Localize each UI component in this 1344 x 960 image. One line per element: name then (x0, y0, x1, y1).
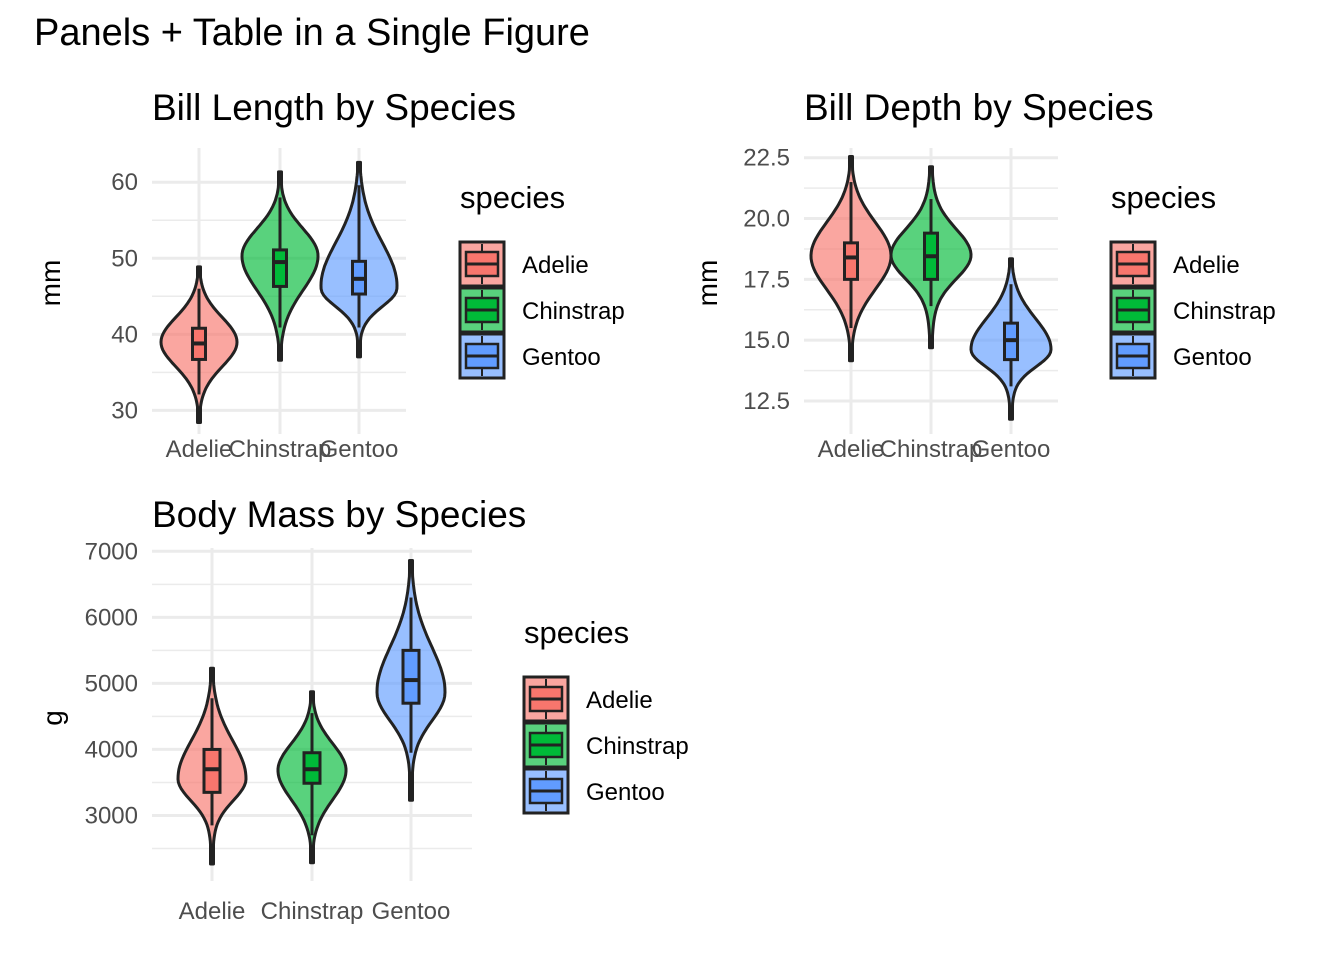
legend-key-gentoo (522, 767, 570, 815)
x-tick-label: Adelie (818, 436, 885, 463)
legend-label: Chinstrap (522, 298, 625, 325)
y-tick-label: 3000 (85, 802, 138, 829)
panel-body-mass-by-species: 3000 4000 5000 6000 7000 Body Mass by Species… (37, 494, 689, 925)
box-adelie (843, 241, 859, 281)
y-tick-label: 12.5 (743, 388, 790, 415)
x-tick-label: Gentoo (320, 436, 399, 463)
legend: species Adelie Chinstrap Gentoo (458, 180, 625, 380)
figure-title: Panels + Table in a Single Figure (34, 12, 590, 54)
y-axis-label: mm (35, 260, 66, 307)
legend-label: Gentoo (522, 344, 601, 371)
legend-key-chinstrap (522, 721, 570, 769)
x-tick-label: Gentoo (972, 436, 1051, 463)
legend-label: Adelie (522, 252, 589, 279)
y-tick-label: 7000 (85, 538, 138, 565)
x-tick-label: Chinstrap (880, 436, 983, 463)
legend-label: Gentoo (1173, 344, 1252, 371)
legend-title: species (1111, 180, 1216, 215)
y-tick-label: 40 (111, 321, 138, 348)
legend-key-adelie (1109, 240, 1157, 288)
panel-title: Bill Length by Species (152, 87, 516, 128)
legend-key-gentoo (458, 332, 506, 380)
y-tick-label: 17.5 (743, 266, 790, 293)
panel-title: Body Mass by Species (152, 494, 526, 535)
y-tick-label: 15.0 (743, 327, 790, 354)
box-gentoo (401, 648, 421, 705)
legend-label: Gentoo (586, 779, 665, 806)
legend-label: Adelie (1173, 252, 1240, 279)
legend-label: Chinstrap (586, 733, 689, 760)
legend-label: Adelie (586, 687, 653, 714)
legend: species Adelie Chinstrap Gentoo (522, 615, 689, 815)
y-tick-label: 6000 (85, 604, 138, 631)
panel-bill-depth-by-species: 12.5 15.0 17.5 20.0 22.5 Bill Depth by Specie… (692, 87, 1276, 463)
legend-key-chinstrap (458, 286, 506, 334)
legend-key-adelie (458, 240, 506, 288)
y-tick-label: 5000 (85, 670, 138, 697)
x-tick-label: Adelie (166, 436, 233, 463)
panel-title: Bill Depth by Species (804, 87, 1154, 128)
legend: species Adelie Chinstrap Gentoo (1109, 180, 1276, 380)
legend-key-gentoo (1109, 332, 1157, 380)
y-tick-label: 20.0 (743, 206, 790, 233)
legend-label: Chinstrap (1173, 298, 1276, 325)
y-axis-label: mm (692, 260, 723, 307)
y-axis-label: g (37, 710, 68, 726)
legend-title: species (524, 615, 629, 650)
legend-title: species (460, 180, 565, 215)
x-tick-label: Adelie (179, 898, 246, 925)
y-tick-label: 30 (111, 397, 138, 424)
box-chinstrap (272, 248, 288, 288)
legend-key-chinstrap (1109, 286, 1157, 334)
x-tick-label: Gentoo (372, 898, 451, 925)
y-tick-label: 22.5 (743, 145, 790, 172)
y-tick-label: 50 (111, 245, 138, 272)
legend-key-adelie (522, 675, 570, 723)
x-tick-label: Chinstrap (261, 898, 364, 925)
y-tick-label: 60 (111, 169, 138, 196)
x-tick-label: Chinstrap (229, 436, 332, 463)
y-tick-label: 4000 (85, 736, 138, 763)
